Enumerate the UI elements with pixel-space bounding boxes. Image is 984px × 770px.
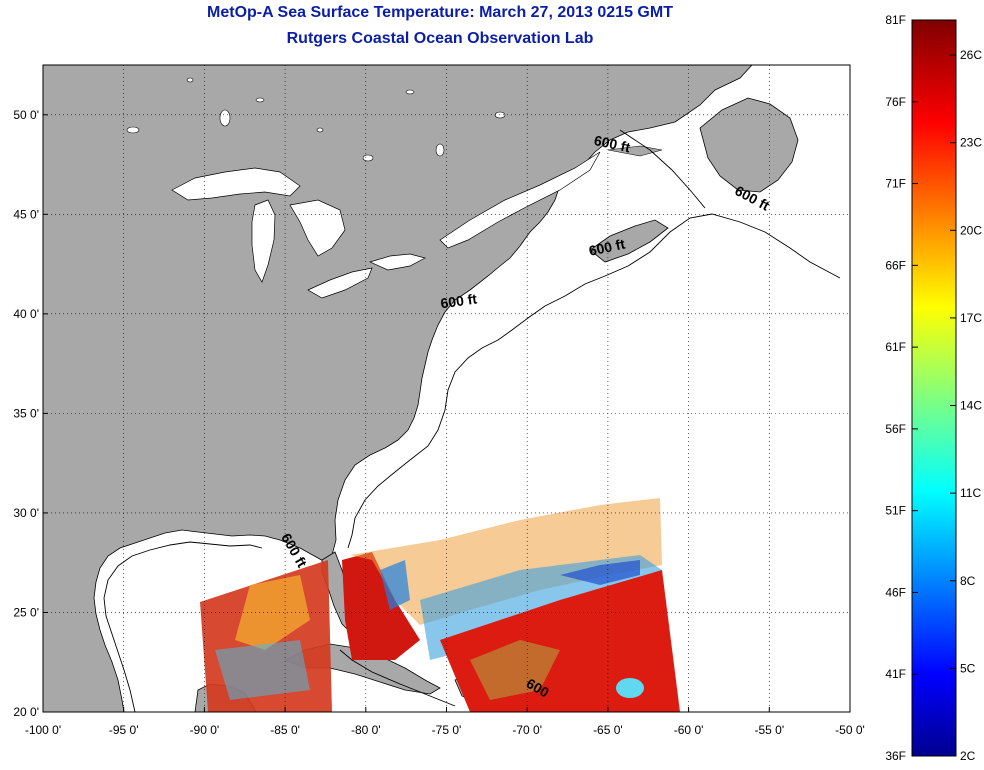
- lon-tick-label: -100 0': [25, 723, 61, 737]
- lat-tick-label: 20 0': [13, 705, 39, 719]
- lon-tick-label: -85 0': [270, 723, 300, 737]
- map-subtitle: Rutgers Coastal Ocean Observation Lab: [286, 30, 594, 47]
- longitude-tick-labels: -100 0' -95 0' -90 0' -85 0' -80 0' -75 0' -70…: [25, 707, 865, 737]
- colorbar-scale: [911, 19, 957, 757]
- lake-ontario: [368, 253, 426, 271]
- lon-tick-label: -95 0': [109, 723, 139, 737]
- colorbar-label-f: 71F: [885, 177, 906, 191]
- colorbar-label-f: 61F: [885, 340, 906, 354]
- colorbar-label-f: 51F: [885, 504, 906, 518]
- lat-tick-label: 50 0': [13, 108, 39, 122]
- lon-tick-label: -60 0': [674, 723, 704, 737]
- colorbar-label-c: 20C: [960, 223, 982, 237]
- colorbar-label-f: 46F: [885, 585, 906, 599]
- lake-huron: [289, 199, 346, 257]
- map-title: MetOp-A Sea Surface Temperature: March 2…: [207, 4, 673, 21]
- st-lawrence-estuary: [439, 151, 601, 249]
- colorbar-label-c: 11C: [960, 486, 981, 500]
- isobath-label: 600 ft: [439, 290, 478, 311]
- colorbar-label-f: 76F: [885, 95, 906, 109]
- lat-tick-label: 35 0': [13, 406, 39, 420]
- lake-superior: [171, 167, 301, 201]
- lat-tick-label: 40 0': [13, 307, 39, 321]
- lon-tick-label: -80 0': [351, 723, 381, 737]
- isobath-label: 600 ft: [587, 236, 626, 259]
- lat-tick-label: 30 0': [13, 506, 39, 520]
- colorbar-label-f: 56F: [885, 422, 906, 436]
- small-lakes: [126, 77, 506, 162]
- colorbar-label-f: 81F: [885, 13, 906, 27]
- lon-tick-label: -70 0': [512, 723, 542, 737]
- colorbar-label-c: 5C: [960, 661, 976, 675]
- sst-satellite-swath: [200, 498, 680, 712]
- lon-tick-label: -75 0': [432, 723, 462, 737]
- colorbar-label-c: 2C: [960, 749, 976, 763]
- isobath-600ft-contours: [103, 129, 841, 712]
- colorbar-label-c: 26C: [960, 48, 982, 62]
- colorbar-label-f: 66F: [885, 258, 906, 272]
- latitude-tick-labels: 20 0' 25 0' 30 0' 35 0' 40 0' 45 0' 50 0': [13, 108, 48, 719]
- colorbar-label-f: 41F: [885, 667, 906, 681]
- lat-lon-grid: [43, 65, 850, 712]
- lon-tick-label: -65 0': [593, 723, 623, 737]
- colorbar-celsius-labels: 26C 23C 20C 17C 14C 11C 8C 5C 2C: [950, 48, 982, 763]
- lake-michigan: [251, 199, 276, 283]
- lat-tick-label: 25 0': [13, 605, 39, 619]
- isobath-label: 600 ft: [593, 132, 632, 155]
- colorbar-label-c: 17C: [960, 311, 982, 325]
- lon-tick-label: -55 0': [754, 723, 784, 737]
- lake-erie: [307, 267, 373, 299]
- colorbar-label-c: 14C: [960, 399, 982, 413]
- nova-scotia-landmass: [589, 219, 669, 263]
- colorbar-label-c: 23C: [960, 136, 982, 150]
- colorbar-fahrenheit-labels: 81F 76F 71F 66F 61F 56F 51F 46F 41F 36F: [885, 13, 918, 763]
- colorbar-label-c: 8C: [960, 574, 976, 588]
- lon-tick-label: -50 0': [835, 723, 865, 737]
- newfoundland-island: [699, 97, 799, 193]
- lon-tick-label: -90 0': [190, 723, 220, 737]
- lat-tick-label: 45 0': [13, 207, 39, 221]
- colorbar-label-f: 36F: [885, 749, 906, 763]
